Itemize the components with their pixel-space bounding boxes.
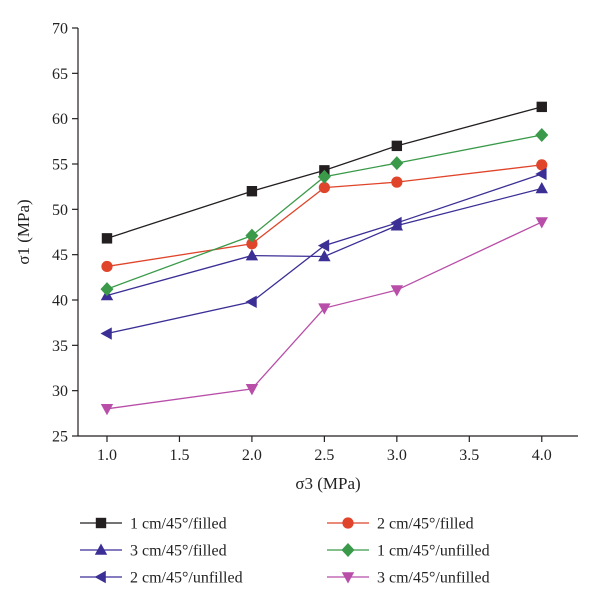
data-point [536,101,547,113]
data-point [390,216,402,230]
legend-label: 2 cm/45°/filled [377,516,474,533]
y-tick-label: 25 [52,429,68,446]
data-point [101,260,113,273]
x-tick-label: 1.5 [169,447,189,464]
series-line [106,187,542,297]
y-tick-label: 60 [52,111,68,128]
data-point [245,384,259,396]
data-point [246,186,258,197]
data-point [318,181,330,194]
x-tick-label: 3.0 [387,447,407,464]
legend-item: 1 cm/45°/unfilled [327,543,490,560]
legend-marker [95,517,107,529]
legend: 1 cm/45°/filled 2 cm/45°/filled 3 cm/45°/f… [80,516,490,587]
x-tick-label: 3.5 [459,447,479,464]
x-axis-label: σ3 (MPa) [295,474,360,493]
legend-marker [341,543,355,557]
y-tick-label: 70 [52,21,68,38]
data-point [245,228,259,243]
data-point [535,127,549,142]
data-point [391,176,403,188]
legend-label: 3 cm/45°/unfilled [377,570,490,587]
data-point [535,217,548,229]
data-point [535,167,547,181]
legend-label: 1 cm/45°/filled [130,516,227,533]
legend-item: 2 cm/45°/filled [327,516,474,533]
y-tick-label: 65 [52,66,68,83]
y-tick-label: 35 [52,338,68,355]
x-tick-label: 2.0 [242,447,262,464]
legend-marker [341,572,355,584]
data-point [317,169,331,184]
legend-item: 1 cm/45°/filled [80,516,227,533]
legend-label: 3 cm/45°/filled [130,543,227,560]
legend-item: 2 cm/45°/unfilled [80,570,243,587]
series-6 [100,217,548,416]
data-point [100,327,112,340]
legend-item: 3 cm/45°/filled [80,543,227,560]
data-point [318,249,331,262]
data-point [536,159,548,171]
y-tick-label: 40 [52,293,68,310]
axes: 25 30 35 40 45 50 55 60 65 70 1.0 1.5 2.0 2.5 3.0 3.5 4.… [14,21,578,493]
x-tick-label: 4.0 [532,447,552,464]
data-point [317,239,330,252]
legend-item: 3 cm/45°/unfilled [327,570,490,587]
series-line [106,134,542,290]
data-point [245,249,259,261]
data-point [101,233,113,244]
data-point [390,285,404,297]
data-point [245,295,257,309]
y-tick-label: 55 [52,157,68,174]
y-tick-label: 30 [52,383,68,400]
series-5 [100,167,547,340]
legend-marker [342,517,354,529]
legend-label: 2 cm/45°/unfilled [130,570,243,587]
data-point [100,404,114,416]
data-point [535,181,548,194]
data-point [318,303,331,315]
data-point [100,282,114,297]
x-tick-label: 1.0 [97,447,117,464]
series-3 [100,181,548,301]
legend-marker [94,570,106,584]
series-2 [101,159,548,273]
y-tick-label: 50 [52,202,68,219]
y-tick-label: 45 [52,247,68,264]
series-4 [100,127,549,297]
legend-marker [94,543,108,555]
series-layer [100,101,549,416]
data-point [390,156,404,171]
data-point [246,238,258,250]
data-point [391,140,403,152]
x-tick-label: 2.5 [314,447,334,464]
legend-label: 1 cm/45°/unfilled [377,543,490,560]
y-axis-label: σ1 (MPa) [14,199,33,264]
